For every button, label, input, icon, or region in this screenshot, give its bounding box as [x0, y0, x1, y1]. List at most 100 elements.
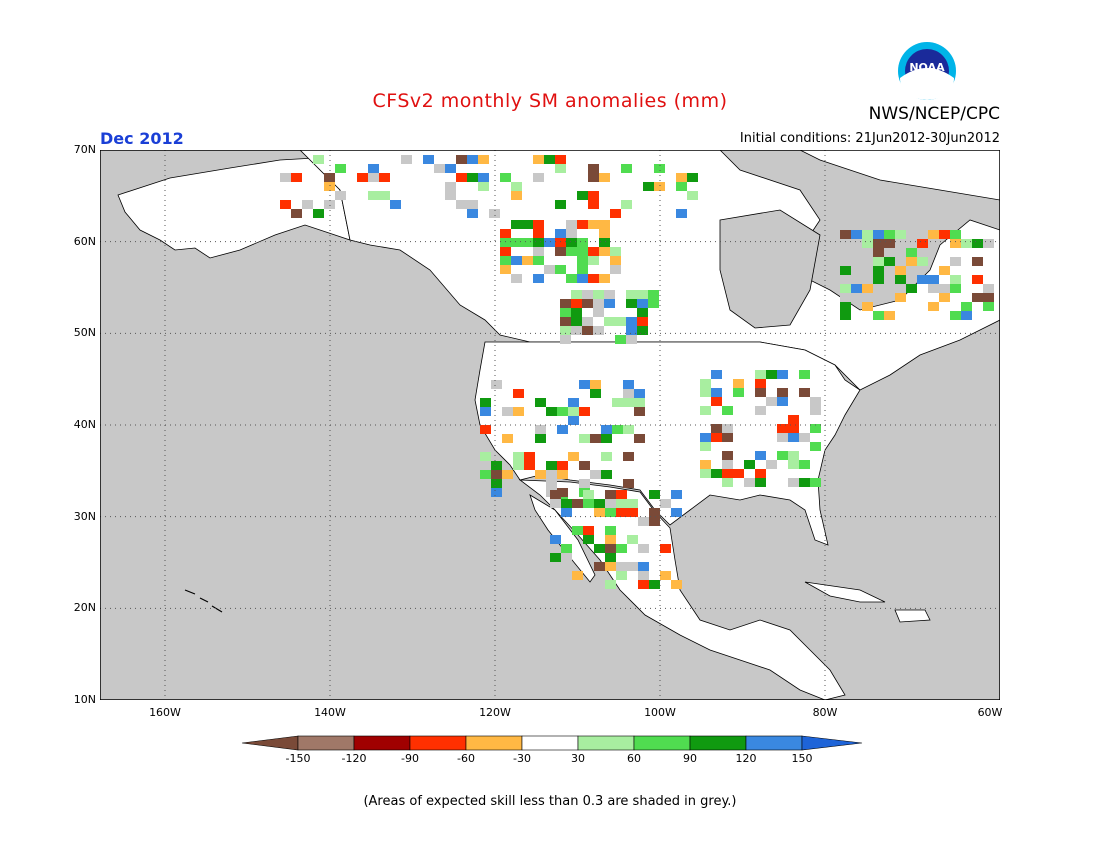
lat-tick-label: 20N [73, 601, 96, 615]
anomaly-cell [550, 535, 561, 544]
anomaly-cell [588, 191, 599, 200]
anomaly-cell [950, 230, 961, 239]
anomaly-cell [491, 470, 502, 479]
anomaly-cell [582, 290, 593, 299]
anomaly-cell [884, 311, 895, 320]
anomaly-cell [571, 290, 582, 299]
anomaly-cell [660, 544, 671, 553]
lon-tick-label: 140W [314, 706, 346, 719]
anomaly-cell [533, 274, 544, 283]
anomaly-cell [511, 191, 522, 200]
anomaly-cell [788, 424, 799, 433]
anomaly-cell [799, 478, 810, 487]
anomaly-cell [467, 200, 478, 209]
anomaly-cell [555, 155, 566, 164]
anomaly-cell [579, 380, 590, 389]
anomaly-cell [799, 460, 810, 469]
anomaly-cell [491, 380, 502, 389]
anomaly-cell [599, 220, 610, 229]
anomaly-cell [522, 220, 533, 229]
anomaly-cell [480, 398, 491, 407]
anomaly-cell [788, 478, 799, 487]
anomaly-cell [711, 469, 722, 478]
anomaly-cell [533, 247, 544, 256]
lat-tick-label: 10N [73, 693, 96, 706]
anomaly-cell [616, 544, 627, 553]
anomaly-cell [700, 388, 711, 397]
anomaly-cell [535, 434, 546, 443]
anomaly-cell [577, 265, 588, 274]
anomaly-cell [906, 284, 917, 293]
anomaly-cell [368, 191, 379, 200]
anomaly-cell [489, 209, 500, 218]
anomaly-cell [873, 239, 884, 248]
legend-tick-label: 120 [736, 752, 757, 765]
anomaly-cell [660, 571, 671, 580]
anomaly-cell [593, 326, 604, 335]
anomaly-cell [626, 290, 637, 299]
anomaly-cell [601, 470, 612, 479]
anomaly-cell [566, 229, 577, 238]
anomaly-cell [638, 580, 649, 589]
graticule [100, 150, 1000, 700]
anomaly-cell [615, 317, 626, 326]
anomaly-cell [755, 478, 766, 487]
anomaly-cell [335, 191, 346, 200]
anomaly-cell [560, 326, 571, 335]
anomaly-cell [590, 389, 601, 398]
anomaly-cell [511, 238, 522, 247]
anomaly-cell [560, 335, 571, 344]
anomaly-cell [637, 326, 648, 335]
anomaly-cell [634, 389, 645, 398]
anomaly-cell [594, 580, 605, 589]
anomaly-cell [862, 284, 873, 293]
anomaly-cell [572, 526, 583, 535]
anomaly-cell [324, 173, 335, 182]
anomaly-cell [605, 580, 616, 589]
anomaly-cell [593, 290, 604, 299]
anomaly-cell [502, 434, 513, 443]
anomaly-cell [368, 173, 379, 182]
anomaly-cell [654, 182, 665, 191]
anomaly-cell [423, 155, 434, 164]
anomaly-cell [777, 424, 788, 433]
anomaly-cell [873, 311, 884, 320]
anomaly-cell [478, 155, 489, 164]
anomaly-cell [840, 284, 851, 293]
anomaly-cell [722, 424, 733, 433]
anomaly-cell [561, 508, 572, 517]
anomaly-cell [544, 265, 555, 274]
anomaly-cell [478, 173, 489, 182]
anomaly-cell [626, 317, 637, 326]
anomaly-cell [612, 398, 623, 407]
anomaly-cell [660, 499, 671, 508]
anomaly-cell [649, 508, 660, 517]
soil-moisture-map [100, 150, 1000, 700]
lat-tick-label: 30N [73, 509, 96, 523]
anomaly-cell [616, 499, 627, 508]
anomaly-cell [623, 380, 634, 389]
anomaly-cell [649, 490, 660, 499]
anomaly-cell [906, 248, 917, 257]
legend-tick-label: 150 [792, 752, 813, 765]
anomaly-cell [500, 173, 511, 182]
anomaly-cell [939, 230, 950, 239]
anomaly-cell [599, 238, 610, 247]
anomaly-cell [643, 182, 654, 191]
anomaly-cell [557, 488, 568, 497]
anomaly-cell [840, 230, 851, 239]
anomaly-cell [604, 290, 615, 299]
anomaly-cell [711, 397, 722, 406]
anomaly-cell [467, 155, 478, 164]
anomaly-cell [873, 230, 884, 239]
anomaly-cell [566, 247, 577, 256]
anomaly-cell [676, 209, 687, 218]
anomaly-cell [456, 200, 467, 209]
anomaly-cell [906, 257, 917, 266]
anomaly-cell [755, 451, 766, 460]
anomaly-cell [873, 275, 884, 284]
anomaly-cell [851, 257, 862, 266]
anomaly-cell [634, 407, 645, 416]
anomaly-cell [601, 452, 612, 461]
anomaly-cell [566, 238, 577, 247]
